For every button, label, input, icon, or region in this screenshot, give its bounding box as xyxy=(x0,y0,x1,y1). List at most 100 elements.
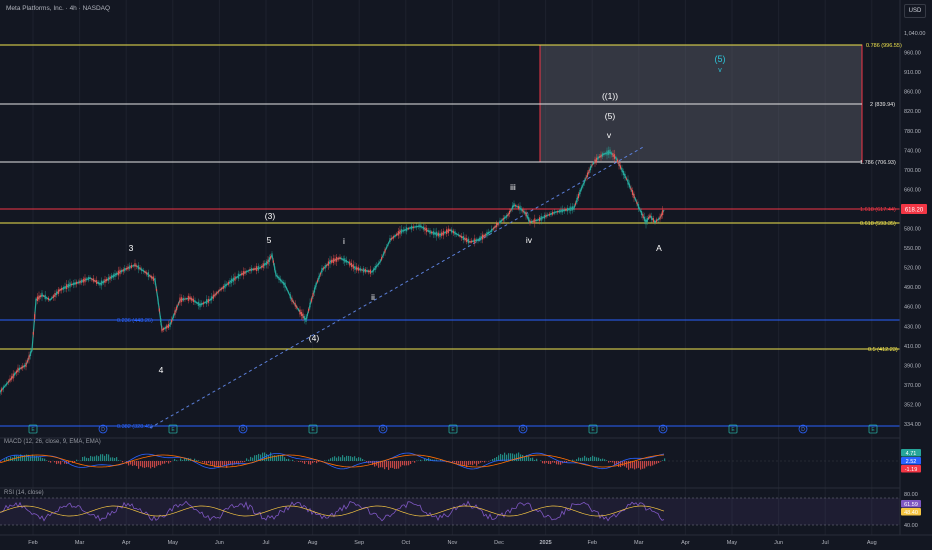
dividend-marker[interactable]: D xyxy=(658,424,668,434)
macd-bar xyxy=(456,461,458,465)
macd-bar xyxy=(452,461,454,464)
macd-bar xyxy=(96,455,98,461)
candle-body xyxy=(532,220,534,222)
earnings-marker[interactable]: E xyxy=(588,424,598,434)
candle-body xyxy=(436,231,438,237)
macd-bar xyxy=(316,461,318,464)
candle-body xyxy=(256,266,258,272)
candle-body xyxy=(44,294,46,300)
fib-1618-label: 1.618 (617.44) xyxy=(860,207,896,213)
rsi-line xyxy=(0,500,665,522)
dividend-marker[interactable]: D xyxy=(378,424,388,434)
price-tick: 334.00 xyxy=(904,422,921,428)
dividend-marker[interactable]: D xyxy=(238,424,248,434)
macd-bar xyxy=(366,461,368,463)
dividend-marker[interactable]: D xyxy=(798,424,808,434)
candle-body xyxy=(300,312,303,316)
macd-bar xyxy=(604,459,606,461)
candle-body xyxy=(352,264,354,269)
candle-body xyxy=(147,272,149,278)
currency-button[interactable]: USD xyxy=(904,4,926,18)
candle-body xyxy=(227,281,229,285)
candle-body xyxy=(61,287,63,291)
wave-pp1-label: ((1)) xyxy=(602,91,618,101)
dividend-marker[interactable]: D xyxy=(518,424,528,434)
earnings-marker[interactable]: E xyxy=(448,424,458,434)
candle-body xyxy=(158,308,160,312)
candle-body xyxy=(402,229,404,232)
time-axis[interactable]: Feb Mar Apr May Jun Jul Aug Sep Oct Nov Dec 2025 Feb… xyxy=(28,540,876,546)
candle-body xyxy=(278,276,280,280)
candle-body xyxy=(196,302,198,304)
candle-body xyxy=(315,283,317,287)
macd-bar xyxy=(586,457,588,461)
earnings-marker[interactable]: E xyxy=(168,424,178,434)
earnings-marker[interactable]: E xyxy=(728,424,738,434)
macd-bar xyxy=(530,457,532,461)
candle-body xyxy=(422,226,424,230)
candle-body xyxy=(542,216,544,219)
candle-body xyxy=(197,301,199,306)
macd-bar xyxy=(618,461,620,467)
macd-bar xyxy=(128,461,130,466)
earnings-marker[interactable]: E xyxy=(308,424,318,434)
candle-body xyxy=(321,267,323,273)
candle-body xyxy=(475,239,477,242)
candle-body xyxy=(409,227,411,229)
candle-body xyxy=(57,289,59,294)
macd-legend[interactable]: MACD (12, 26, close, 9, EMA, EMA) xyxy=(4,439,101,445)
macd-bar xyxy=(182,460,184,461)
candle-body xyxy=(505,215,507,218)
candle-body xyxy=(12,373,14,379)
candle-body xyxy=(19,367,21,371)
candle-body xyxy=(127,266,129,270)
fib-1786-label: 1.786 (706.93) xyxy=(860,160,896,166)
macd-bar xyxy=(602,458,604,461)
macd-bar xyxy=(60,461,62,465)
macd-bar xyxy=(576,459,578,461)
rsi-legend[interactable]: RSI (14, close) xyxy=(4,490,44,496)
candle-body xyxy=(411,225,413,230)
macd-bar xyxy=(166,461,168,463)
macd-bar xyxy=(74,461,76,463)
macd-bar xyxy=(402,461,404,466)
candle-body xyxy=(149,275,151,277)
candle-body xyxy=(389,238,391,242)
macd-bar xyxy=(24,454,26,461)
macd-bar xyxy=(644,461,646,469)
candle-body xyxy=(585,177,587,179)
time-tick: Aug xyxy=(308,540,318,546)
macd-bar xyxy=(540,460,542,461)
macd-histogram xyxy=(0,452,666,470)
candle-body xyxy=(555,211,557,213)
earnings-marker[interactable]: E xyxy=(868,424,878,434)
value-tag-bg xyxy=(901,465,921,473)
candle-body xyxy=(576,197,578,203)
macd-bar xyxy=(412,461,414,462)
svg-text:D: D xyxy=(801,427,805,433)
candle-body xyxy=(242,271,244,276)
time-tick: Mar xyxy=(634,540,644,546)
candle-body xyxy=(548,213,550,216)
macd-bar xyxy=(390,461,392,468)
macd-bar xyxy=(334,456,336,461)
macd-bar xyxy=(156,461,158,467)
candle-body xyxy=(507,213,509,217)
candle-body xyxy=(318,276,320,279)
earnings-marker[interactable]: E xyxy=(28,424,38,434)
macd-bar xyxy=(396,461,398,469)
candle-body xyxy=(526,215,528,219)
macd-bar xyxy=(218,461,220,468)
price-tick: 820.00 xyxy=(904,109,921,115)
current-price-tag xyxy=(901,204,927,214)
target-p5-label: (5) xyxy=(715,54,726,64)
candle-body xyxy=(137,265,139,270)
candle-body xyxy=(469,241,471,243)
dividend-marker[interactable]: D xyxy=(98,424,108,434)
candle-body xyxy=(302,313,304,319)
wave-A-label: A xyxy=(656,243,662,253)
candle-body xyxy=(17,367,19,373)
candle-body xyxy=(69,282,71,288)
